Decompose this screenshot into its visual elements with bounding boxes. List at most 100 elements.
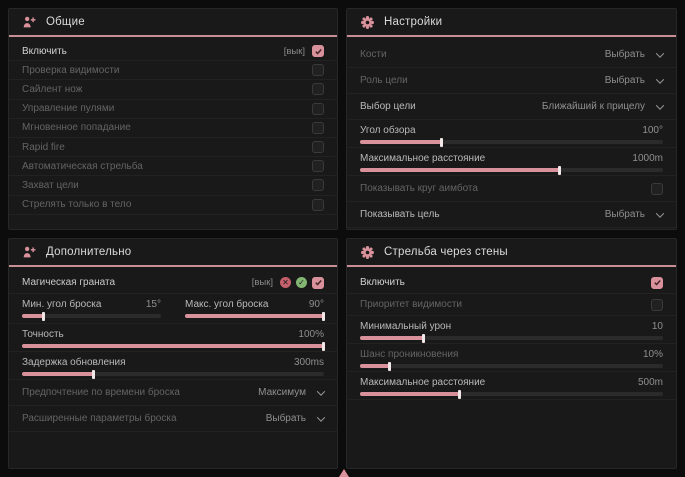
- slider-thumb[interactable]: [457, 389, 461, 399]
- header-accent-line: [9, 265, 337, 267]
- slider-thumb[interactable]: [421, 333, 425, 343]
- slider-value: 15°: [145, 298, 161, 310]
- slider-thumb[interactable]: [92, 369, 96, 379]
- checkbox[interactable]: [651, 276, 663, 289]
- slider-thumb[interactable]: [322, 311, 325, 321]
- toggle-row-instant-hit[interactable]: Мгновенное попадание: [9, 119, 337, 138]
- toggle-row-silent-knife[interactable]: Сайлент нож: [9, 80, 337, 100]
- aimbot-person-icon: [22, 15, 37, 30]
- row-label: Показывать круг аимбота: [360, 183, 478, 194]
- dropdown-value[interactable]: Выбрать: [604, 209, 645, 220]
- slider-value: 1000m: [632, 152, 663, 164]
- green-indicator-icon[interactable]: ✓: [296, 277, 307, 288]
- row-label: Включить: [22, 45, 67, 57]
- row-label: Магическая граната: [22, 277, 116, 288]
- checkbox[interactable]: [312, 102, 324, 115]
- dropdown-value[interactable]: Ближайший к прицелу: [541, 101, 645, 112]
- min-throw-angle-slider[interactable]: [22, 311, 161, 321]
- checkbox[interactable]: [312, 198, 324, 211]
- aimbot-person-icon: [22, 245, 37, 260]
- row-label: Автоматическая стрельба: [22, 160, 143, 172]
- slider-thumb[interactable]: [388, 361, 392, 371]
- dropdown-value[interactable]: Выбрать: [604, 49, 645, 60]
- row-label: Макс. угол броска: [185, 298, 269, 310]
- checkbox[interactable]: [312, 141, 324, 154]
- row-label: Максимальное расстояние: [360, 376, 486, 388]
- panel-title: Стрельба через стены: [384, 246, 508, 258]
- fov-slider[interactable]: [360, 137, 663, 147]
- chevron-down-icon[interactable]: [655, 48, 665, 58]
- dropdown-value[interactable]: Максимум: [258, 387, 306, 398]
- slider-value: 10: [651, 320, 663, 332]
- slider-row-penetration-chance: Шанс проникновения 10%: [347, 344, 676, 372]
- checkbox[interactable]: [312, 179, 324, 192]
- dropdown-value[interactable]: Выбрать: [265, 413, 306, 424]
- panel-additional-header: Дополнительно: [9, 239, 337, 265]
- slider-row-fov: Угол обзора 100°: [347, 120, 676, 148]
- toggle-row-magic-grenade[interactable]: Магическая граната [вык] ✕ ✓: [9, 272, 337, 294]
- row-label: Мгновенное попадание: [22, 122, 131, 134]
- checkbox[interactable]: [651, 182, 663, 195]
- row-label: Задержка обновления: [22, 356, 126, 368]
- row-label: Минимальный урон: [360, 320, 452, 332]
- panel-wallbang-header: Стрельба через стены: [347, 239, 676, 265]
- dropdown-row-target-role[interactable]: Роль цели Выбрать: [347, 68, 676, 94]
- row-label: Проверка видимости: [22, 64, 120, 76]
- chevron-down-icon[interactable]: [316, 412, 326, 422]
- slider-row-wall-max-distance: Максимальное расстояние 500m: [347, 372, 676, 400]
- chevron-down-icon[interactable]: [316, 386, 326, 396]
- accuracy-slider[interactable]: [22, 341, 325, 351]
- toggle-row-body-only[interactable]: Стрелять только в тело: [9, 196, 337, 215]
- toggle-row-bullet-control[interactable]: Управление пулями: [9, 100, 337, 119]
- panel-title: Дополнительно: [46, 246, 132, 258]
- gear-icon: [360, 15, 375, 30]
- checkbox[interactable]: [312, 45, 324, 58]
- header-accent-line: [347, 35, 676, 37]
- wall-max-distance-slider[interactable]: [360, 389, 663, 399]
- dropdown-row-bones[interactable]: Кости Выбрать: [347, 42, 676, 68]
- keybind-hint: [вык]: [251, 277, 273, 288]
- dropdown-value[interactable]: Выбрать: [604, 75, 645, 86]
- toggle-row-show-aimbot-circle[interactable]: Показывать круг аимбота: [347, 176, 676, 202]
- max-throw-angle-slider[interactable]: [185, 311, 325, 321]
- row-label: Захват цели: [22, 179, 79, 191]
- update-delay-slider[interactable]: [22, 369, 324, 379]
- red-indicator-icon[interactable]: ✕: [280, 277, 291, 288]
- max-distance-slider[interactable]: [360, 165, 663, 175]
- dropdown-row-target-selection[interactable]: Выбор цели Ближайший к прицелу: [347, 94, 676, 120]
- toggle-row-rapid-fire[interactable]: Rapid fire: [9, 138, 337, 158]
- row-label: Предпочтение по времени броска: [22, 387, 180, 398]
- row-label: Rapid fire: [22, 141, 65, 153]
- slider-thumb[interactable]: [42, 311, 46, 321]
- checkbox[interactable]: [312, 121, 324, 134]
- chevron-down-icon[interactable]: [655, 74, 665, 84]
- chevron-down-icon[interactable]: [655, 100, 665, 110]
- slider-thumb[interactable]: [322, 341, 325, 351]
- checkbox[interactable]: [312, 64, 324, 77]
- chevron-down-icon[interactable]: [655, 208, 665, 218]
- slider-thumb[interactable]: [557, 165, 561, 175]
- dropdown-row-throw-time-preference[interactable]: Предпочтение по времени броска Максимум: [9, 380, 337, 406]
- toggle-row-auto-fire[interactable]: Автоматическая стрельба: [9, 157, 337, 177]
- toggle-row-target-lock[interactable]: Захват цели: [9, 176, 337, 196]
- min-damage-slider[interactable]: [360, 333, 663, 343]
- row-label: Угол обзора: [360, 124, 416, 136]
- dropdown-row-show-target[interactable]: Показывать цель Выбрать: [347, 202, 676, 228]
- row-label: Управление пулями: [22, 103, 115, 115]
- row-label: Показывать цель: [360, 209, 440, 220]
- dual-slider-row-throw-angles: Мин. угол броска 15° Макс. угол броска 9…: [9, 294, 337, 324]
- toggle-row-visibility-priority[interactable]: Приоритет видимости: [347, 294, 676, 316]
- toggle-row-enable[interactable]: Включить [вык]: [9, 42, 337, 62]
- toggle-row-visibility-check[interactable]: Проверка видимости: [9, 61, 337, 81]
- checkbox[interactable]: [312, 83, 324, 96]
- checkbox[interactable]: [651, 298, 663, 311]
- row-label: Включить: [360, 277, 405, 288]
- checkbox[interactable]: [312, 160, 324, 173]
- toggle-row-enable-wallbang[interactable]: Включить: [347, 272, 676, 294]
- slider-value: 10%: [642, 348, 663, 360]
- checkbox[interactable]: [312, 276, 324, 289]
- slider-thumb[interactable]: [439, 137, 443, 147]
- dropdown-row-advanced-throw-params[interactable]: Расширенные параметры броска Выбрать: [9, 406, 337, 432]
- penetration-chance-slider[interactable]: [360, 361, 663, 371]
